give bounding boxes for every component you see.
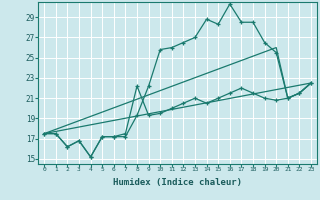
X-axis label: Humidex (Indice chaleur): Humidex (Indice chaleur) [113,178,242,187]
